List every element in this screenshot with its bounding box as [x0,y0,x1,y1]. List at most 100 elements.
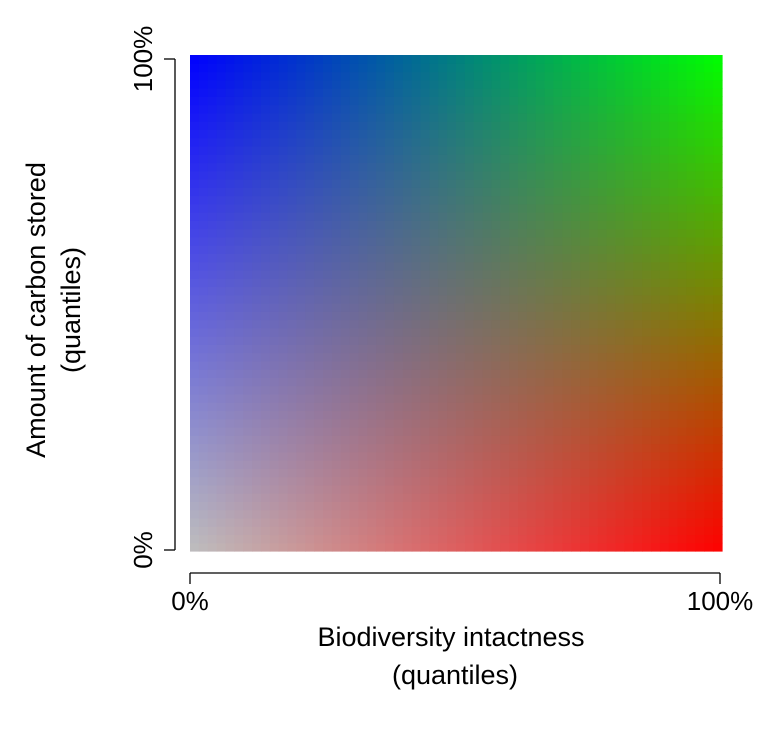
heat-cell [606,187,617,197]
heat-cell [331,195,342,205]
heat-cell [225,303,235,312]
heat-cell [234,104,244,114]
heat-cell [624,245,634,254]
heat-cell [482,179,493,188]
heat-cell [518,195,528,205]
heat-cell [544,137,555,147]
heat-cell [225,253,235,263]
heat-cell [695,63,705,73]
heat-cell [323,261,333,271]
heat-cell [580,88,590,97]
heat-cell [597,443,608,453]
heat-cell [695,451,705,461]
heat-cell [367,294,377,304]
heat-cell [464,311,475,321]
heat-cell [402,517,413,527]
heat-cell [393,311,404,321]
heat-cell [305,352,315,362]
heat-cell [589,228,599,238]
heat-cell [553,269,563,279]
heat-cell [677,369,688,378]
heat-cell [269,344,280,354]
heat-cell [243,484,253,494]
heat-cell [500,96,510,106]
heat-cell [207,88,218,97]
heat-cell [642,245,652,254]
heat-cell [296,220,306,230]
heat-cell [642,435,652,445]
heat-cell [713,427,723,436]
heat-cell [597,327,608,337]
heat-cell [393,112,404,122]
heat-cell [376,154,386,164]
heat-cell [216,236,227,246]
heat-cell [376,71,386,81]
heat-cell [216,501,227,511]
heat-cell [393,377,404,387]
heat-cell [252,435,262,445]
heat-cell [535,187,546,197]
heat-cell [349,460,360,469]
heat-cell [695,319,705,329]
heat-cell [225,179,235,188]
heat-cell [624,187,634,197]
heat-cell [376,228,386,238]
heat-cell [278,360,289,370]
heat-cell [624,96,634,106]
heat-cell [190,526,200,536]
heat-cell [633,63,643,73]
heat-cell [260,104,271,114]
heat-cell [216,294,227,304]
heat-cell [456,212,466,221]
heat-cell [252,145,262,155]
heat-cell [447,360,457,370]
heat-cell [482,104,493,114]
heat-cell [393,526,404,536]
heat-cell [411,542,422,552]
heat-cell [420,154,430,164]
heat-cell [438,129,448,139]
heat-cell [597,245,608,254]
heat-cell [243,170,253,180]
heat-cell [305,344,315,354]
heat-cell [402,418,413,428]
heat-cell [464,509,475,519]
heat-cell [393,129,404,139]
heat-cell [447,352,457,362]
heat-cell [677,427,688,436]
heat-cell [358,71,368,81]
heat-cell [686,162,696,172]
heat-cell [500,336,510,345]
heat-cell [606,319,617,329]
heat-cell [651,278,661,288]
heat-cell [597,418,608,428]
heat-cell [713,476,723,486]
heat-cell [473,501,484,511]
heat-cell [509,278,519,288]
heat-cell [278,427,289,436]
heat-cell [260,484,271,494]
heat-cell [358,427,368,436]
heat-cell [518,220,528,230]
heat-cell [376,460,386,469]
heat-cell [216,195,227,205]
heat-cell [402,137,413,147]
heat-cell [393,501,404,511]
heat-cell [606,344,617,354]
heat-cell [580,236,590,246]
heat-cell [385,303,395,312]
heat-cell [447,286,457,296]
heat-cell [535,294,546,304]
heat-cell [323,195,333,205]
heat-cell [668,112,679,122]
heat-cell [526,170,537,180]
heat-cell [633,377,643,387]
heat-cell [518,294,528,304]
heat-cell [447,443,457,453]
heat-cell [367,63,377,73]
heat-cell [340,344,351,354]
heat-cell [234,327,244,337]
heat-cell [659,377,670,387]
heat-cell [393,195,404,205]
heat-cell [482,534,493,544]
